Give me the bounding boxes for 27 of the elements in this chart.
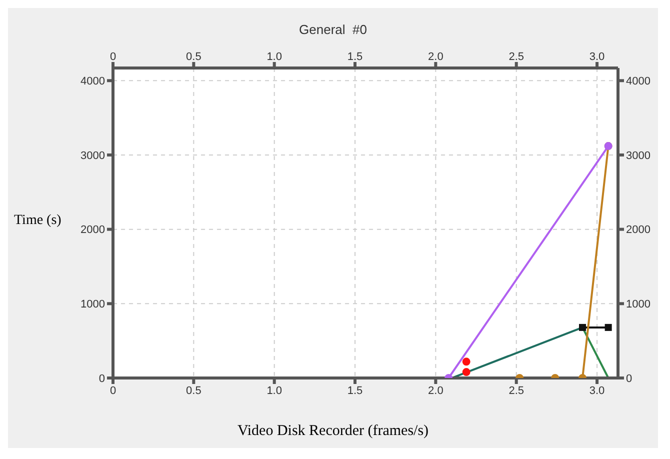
- y2-tick-label: 4000: [626, 76, 650, 88]
- x-tick-label: 0: [110, 51, 116, 63]
- y-axis-title: Time (s): [14, 213, 62, 229]
- y2-tick-label: 3000: [626, 150, 650, 162]
- x-axis-title: Video Disk Recorder (frames/s): [236, 423, 430, 440]
- x2-tick-label: 0.5: [186, 384, 202, 397]
- y-tick-label: 1000: [80, 298, 105, 311]
- y-tick-label: 4000: [80, 76, 105, 88]
- y2-tick-label: 0: [626, 372, 632, 385]
- y2-tick-label: 1000: [626, 298, 650, 311]
- x-tick-label: 2.0: [428, 51, 444, 63]
- y-tick-label: 0: [98, 372, 105, 385]
- x2-tick-label: 1.5: [347, 384, 363, 397]
- x-tick-label: 1.5: [347, 51, 363, 63]
- x-tick-label: 2.5: [508, 51, 524, 63]
- y-tick-label: 2000: [80, 224, 105, 236]
- x2-tick-label: 3.0: [589, 384, 605, 397]
- x2-tick-label: 1.0: [266, 384, 282, 397]
- x-tick-label: 1.0: [266, 51, 282, 63]
- chart-title: General #0: [298, 22, 368, 37]
- x2-tick-label: 0: [110, 384, 116, 397]
- x-tick-label: 3.0: [589, 51, 605, 63]
- x2-tick-label: 2.5: [508, 384, 524, 397]
- y2-tick-label: 2000: [626, 224, 650, 236]
- y-tick-label: 3000: [80, 150, 105, 162]
- x-tick-label: 0.5: [186, 51, 202, 63]
- x2-tick-label: 2.0: [428, 384, 444, 397]
